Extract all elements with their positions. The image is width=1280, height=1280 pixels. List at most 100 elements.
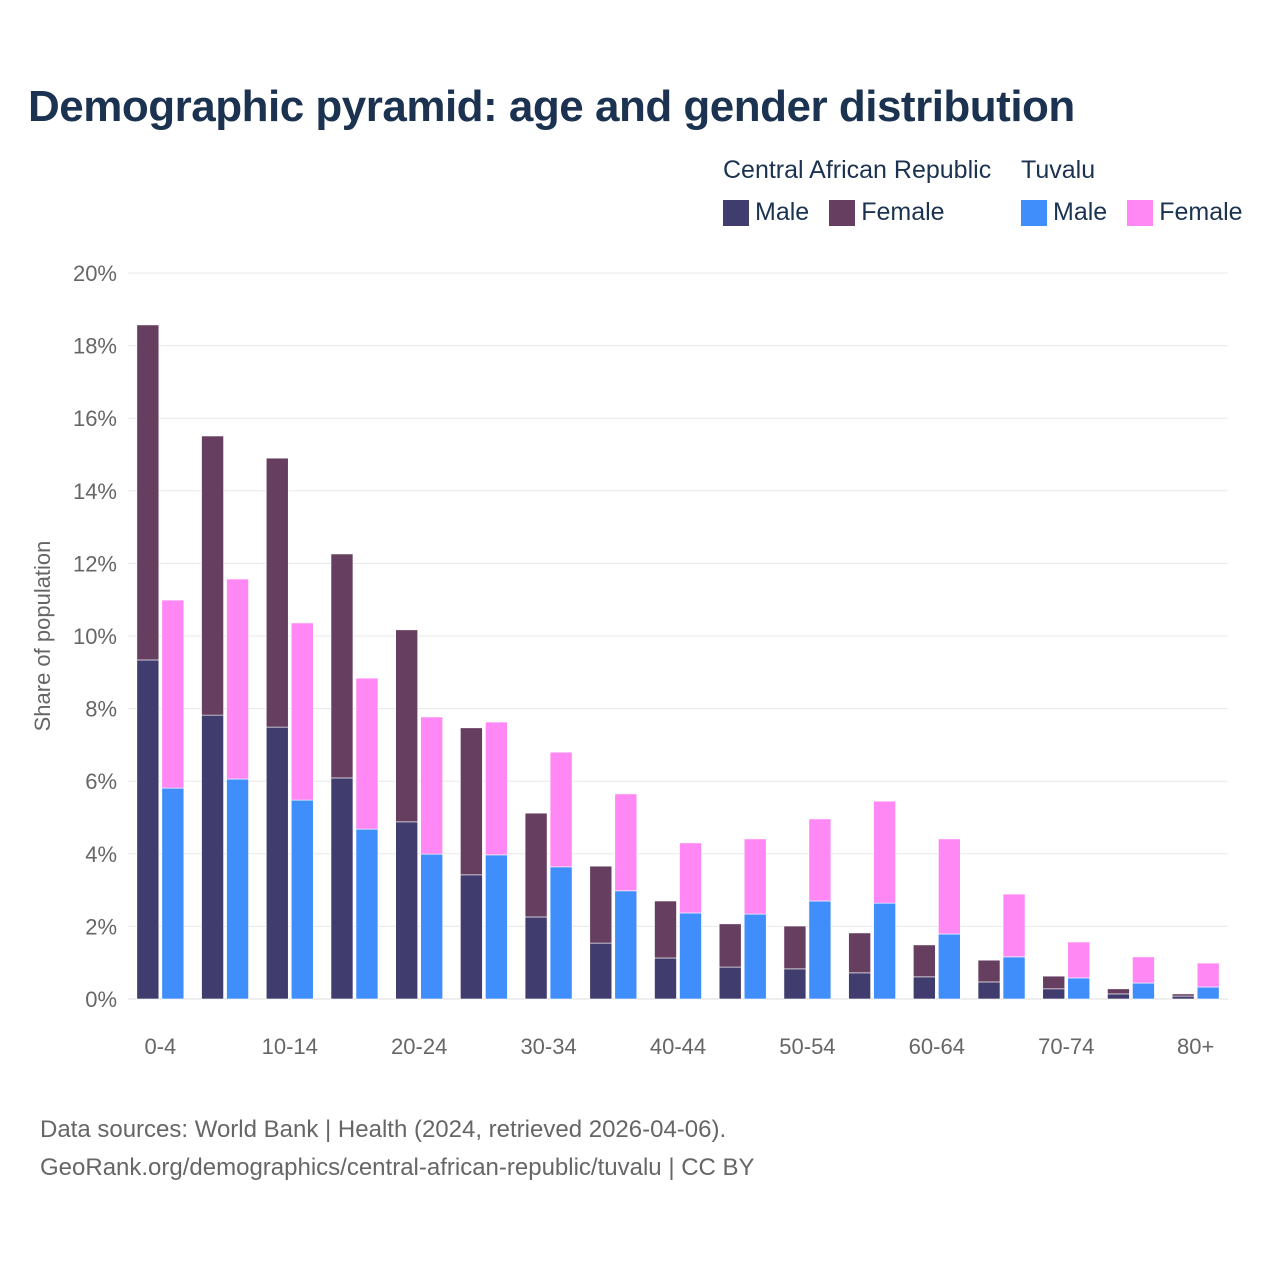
legend-label: Female: [861, 198, 945, 226]
bar-car-male: [330, 777, 354, 1000]
bar-car-female: [136, 324, 160, 661]
bar-tuvalu-male: [290, 799, 314, 1000]
x-tick-label: 60-64: [909, 1034, 965, 1059]
legend-swatch: [829, 199, 856, 226]
bar-tuvalu-male: [679, 912, 702, 1000]
bar-tuvalu-female: [938, 838, 961, 935]
legend-label: Female: [1159, 198, 1243, 226]
bar-tuvalu-male: [1132, 982, 1155, 1000]
x-tick-label: 50-54: [779, 1034, 835, 1059]
bar-car-male: [654, 957, 677, 1000]
x-tick-label: 0-4: [144, 1034, 176, 1059]
bar-tuvalu-male: [808, 900, 832, 1000]
bar-tuvalu-male: [938, 933, 961, 1000]
bar-car-female: [460, 727, 483, 876]
bar-car-male: [524, 916, 548, 1000]
bar-tuvalu-male: [1067, 977, 1091, 1000]
bar-tuvalu-male: [614, 890, 638, 1000]
legend-item-car-male[interactable]: Male: [723, 198, 809, 227]
y-tick-label: 18%: [73, 334, 117, 359]
bar-car-female: [783, 925, 807, 970]
chart-title: Demographic pyramid: age and gender dist…: [28, 82, 1075, 131]
bar-tuvalu-female: [226, 578, 249, 780]
footer-source: Data sources: World Bank | Health (2024,…: [40, 1116, 727, 1143]
bar-tuvalu-female: [1002, 893, 1026, 958]
bar-tuvalu-female: [873, 800, 896, 904]
bar-tuvalu-male: [1196, 986, 1220, 1000]
legend-label: Male: [1053, 198, 1108, 226]
bar-tuvalu-female: [1196, 962, 1220, 988]
legend-item-tuvalu-male[interactable]: Male: [1021, 198, 1107, 227]
bar-car-male: [1042, 988, 1066, 1000]
bar-tuvalu-female: [679, 842, 702, 914]
legend-group-title: Central African Republic: [723, 156, 992, 184]
bar-tuvalu-female: [1132, 956, 1155, 984]
bar-tuvalu-male: [420, 853, 443, 1000]
y-tick-label: 4%: [85, 842, 117, 867]
y-tick-label: 12%: [73, 551, 117, 576]
bar-car-female: [1171, 993, 1195, 997]
bar-car-male: [395, 821, 418, 1000]
y-tick-label: 2%: [85, 914, 117, 939]
bar-car-male: [848, 972, 871, 1000]
x-tick-label: 40-44: [650, 1034, 706, 1059]
bar-tuvalu-female: [161, 599, 185, 789]
legend-item-tuvalu-female[interactable]: Female: [1127, 198, 1243, 227]
bar-car-male: [589, 942, 613, 1000]
bar-car-female: [1042, 975, 1066, 990]
y-tick-label: 16%: [73, 406, 117, 431]
bar-car-male: [783, 968, 807, 1000]
y-tick-label: 20%: [73, 261, 117, 286]
bar-car-male: [265, 726, 289, 1000]
bar-car-female: [524, 812, 548, 918]
bar-tuvalu-male: [355, 828, 379, 1000]
x-tick-label: 20-24: [391, 1034, 447, 1059]
bar-tuvalu-female: [1067, 941, 1091, 979]
bar-car-male: [136, 659, 160, 1000]
y-axis-label: Share of population: [30, 541, 55, 732]
bar-tuvalu-male: [485, 854, 508, 1000]
x-tick-label: 10-14: [262, 1034, 318, 1059]
bar-tuvalu-female: [743, 838, 767, 915]
bar-car-male: [977, 981, 1001, 1000]
bar-tuvalu-female: [549, 751, 573, 868]
x-tick-label: 70-74: [1038, 1034, 1094, 1059]
y-tick-label: 6%: [85, 769, 117, 794]
bar-car-female: [1107, 988, 1130, 995]
x-tick-label: 30-34: [520, 1034, 576, 1059]
bar-car-female: [265, 457, 289, 728]
bar-car-female: [330, 553, 354, 779]
legend-group-title: Tuvalu: [1021, 156, 1096, 184]
bar-car-female: [913, 944, 936, 978]
bar-car-male: [460, 874, 483, 1000]
bar-car-male: [1107, 993, 1130, 1000]
bar-car-male: [718, 966, 742, 1000]
legend-group-tuvalu: Tuvalu Male Female: [1021, 156, 1243, 227]
footer-url[interactable]: GeoRank.org/demographics/central-african…: [40, 1154, 755, 1181]
bar-tuvalu-male: [873, 902, 896, 1000]
bar-car-male: [913, 976, 936, 1000]
bar-tuvalu-female: [420, 716, 443, 855]
bar-car-female: [201, 435, 224, 716]
bar-car-female: [977, 959, 1001, 983]
y-tick-label: 0%: [85, 987, 117, 1012]
y-tick-label: 14%: [73, 479, 117, 504]
bar-car-female: [848, 932, 871, 974]
y-tick-label: 8%: [85, 697, 117, 722]
legend-label: Male: [755, 198, 810, 226]
legend-swatch: [1021, 199, 1047, 226]
bar-tuvalu-male: [161, 787, 185, 1000]
legend-swatch: [723, 199, 749, 226]
bar-tuvalu-male: [226, 778, 249, 1000]
bar-car-male: [201, 714, 224, 1000]
legend-group-car: Central African Republic Male Female: [723, 156, 991, 227]
legend-item-car-female[interactable]: Female: [829, 198, 945, 227]
legend-swatch: [1127, 199, 1154, 226]
x-tick-label: 80+: [1177, 1034, 1214, 1059]
bar-car-female: [589, 865, 613, 944]
y-tick-label: 10%: [73, 624, 117, 649]
bar-tuvalu-male: [549, 866, 573, 1000]
bar-car-female: [654, 900, 677, 959]
bar-tuvalu-female: [614, 793, 638, 892]
